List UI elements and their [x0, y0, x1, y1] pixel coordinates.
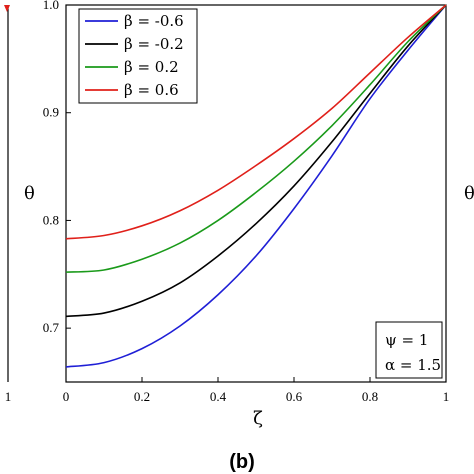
y-axis-ticks: 0.7 0.8 0.9 1.0 — [43, 0, 71, 335]
x-tick-label: 0.6 — [286, 389, 303, 404]
x-tick-label: 0.2 — [134, 389, 150, 404]
annotation-alpha: α = 1.5 — [385, 356, 441, 374]
plot-frame — [65, 4, 447, 383]
legend: β = -0.6 β = -0.2 β = 0.2 β = 0.6 — [78, 8, 198, 104]
x-axis-label: ζ — [253, 408, 263, 429]
x-tick-label: 0.8 — [362, 389, 378, 404]
x-tick-label: 0 — [63, 389, 70, 404]
y-tick-label: 0.8 — [43, 212, 59, 227]
series-line-1 — [65, 4, 447, 318]
legend-label-2: β = 0.2 — [124, 58, 179, 76]
x-axis-ticks: 0 0.2 0.4 0.6 0.8 1 — [63, 377, 450, 404]
annotation-psi: ψ = 1 — [385, 331, 428, 349]
y-axis-label: θ — [24, 183, 35, 204]
parameter-box-frame — [375, 321, 443, 379]
x-tick-label: 1 — [443, 389, 450, 404]
neighbor-right-axis-label: θ — [464, 183, 474, 204]
neighbor-red-marker — [4, 5, 10, 12]
series-lines — [65, 4, 447, 368]
series-line-0 — [65, 4, 447, 368]
y-tick-label: 1.0 — [43, 0, 59, 12]
y-tick-label: 0.9 — [43, 105, 59, 120]
legend-label-0: β = -0.6 — [124, 12, 184, 30]
legend-box — [78, 8, 198, 104]
legend-label-1: β = -0.2 — [124, 35, 184, 53]
legend-label-3: β = 0.6 — [124, 81, 179, 99]
series-line-3 — [65, 4, 447, 240]
series-line-2 — [65, 4, 447, 273]
neighbor-left-tick: 1 — [5, 389, 12, 404]
parameter-box: ψ = 1 α = 1.5 — [375, 321, 443, 379]
x-tick-label: 0.4 — [210, 389, 227, 404]
y-tick-label: 0.7 — [43, 320, 60, 335]
panel-label: (b) — [229, 451, 255, 473]
